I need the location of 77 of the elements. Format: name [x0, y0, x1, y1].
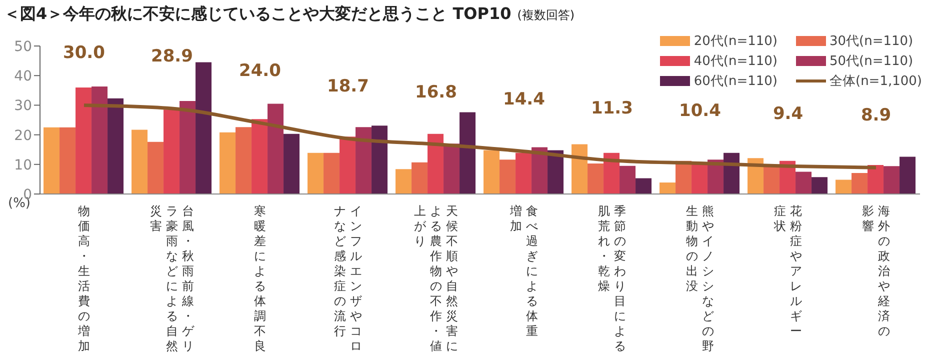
legend-label: 50代(n=110) — [830, 53, 914, 70]
category-label: 天候不順や自然災害による農作物の不作・値上がり — [414, 204, 458, 353]
legend-label: 全体(n=1,100) — [830, 73, 922, 90]
bar — [900, 156, 916, 194]
bar — [268, 104, 284, 194]
data-label: 8.9 — [860, 106, 892, 126]
bar — [44, 127, 60, 194]
bar — [500, 160, 516, 194]
legend-label: 60代(n=110) — [694, 73, 778, 90]
data-label: 9.4 — [772, 104, 804, 124]
data-label: 14.4 — [503, 89, 546, 110]
data-label: 30.0 — [63, 43, 106, 64]
bar — [356, 127, 372, 194]
chart-subtitle: (複数回答) — [517, 8, 575, 22]
bar — [636, 178, 652, 194]
legend-label: 40代(n=110) — [694, 53, 778, 70]
data-label: 10.4 — [679, 101, 722, 122]
bar — [236, 127, 252, 194]
bar — [180, 101, 196, 194]
legend-label: 30代(n=110) — [830, 33, 914, 50]
bar — [836, 180, 852, 194]
category-label: 食べ過ぎによる体重増加 — [510, 204, 538, 338]
y-tick-label: 10 — [14, 157, 32, 174]
bar — [92, 86, 108, 194]
bar — [548, 150, 564, 194]
bar — [884, 166, 900, 194]
category-label: 海外の政治や経済の影響 — [862, 204, 890, 338]
bar — [516, 152, 532, 194]
bar — [252, 119, 268, 194]
bar — [324, 152, 340, 194]
bar — [620, 166, 636, 194]
data-label: 16.8 — [415, 82, 457, 102]
bar — [108, 98, 124, 194]
bar — [340, 136, 356, 194]
category-label: 台風・秋雨前線・ゲリラ豪雨などによる自然災害 — [150, 204, 194, 353]
bar — [396, 169, 412, 194]
bar — [412, 162, 428, 194]
bar — [588, 164, 604, 194]
data-label: 11.3 — [591, 98, 633, 119]
bar — [724, 152, 740, 194]
bar — [852, 172, 868, 194]
data-label: 18.7 — [327, 76, 369, 97]
bar — [604, 152, 620, 194]
bar — [428, 134, 444, 194]
bar — [60, 127, 76, 194]
bar — [76, 87, 92, 194]
category-label: 物価高・生活費の増加 — [78, 204, 90, 353]
bar — [148, 142, 164, 194]
category-label: 寒暖差による体調不良 — [254, 204, 266, 353]
chart-title: ＜図4＞今年の秋に不安に感じていることや大変だと思うこと TOP10 — [4, 4, 512, 23]
bar — [132, 130, 148, 194]
data-label: 24.0 — [239, 60, 282, 81]
bar — [164, 110, 180, 194]
bar — [220, 132, 236, 194]
bar — [308, 152, 324, 194]
bar — [372, 126, 388, 194]
category-label: インフルエンザやコロナなど感染症の流行 — [334, 204, 362, 353]
bar — [484, 150, 500, 194]
bar — [572, 144, 588, 194]
bar — [868, 164, 884, 194]
bar — [460, 112, 476, 194]
y-tick-label: 50 — [14, 38, 32, 55]
bar — [196, 62, 212, 194]
bar — [284, 134, 300, 194]
bar — [444, 144, 460, 194]
category-label: 熊やイノシシなどの野生動物の出没 — [686, 204, 714, 353]
y-tick-label: 20 — [14, 128, 32, 144]
bar — [532, 147, 548, 194]
legend-label: 20代(n=110) — [694, 33, 778, 50]
bar — [660, 182, 676, 194]
category-label: 花粉症やアレルギー症状 — [774, 204, 802, 338]
bar — [812, 177, 828, 194]
y-tick-label: 30 — [14, 98, 32, 114]
category-label: 季節の変わり目による肌荒れ・乾燥 — [598, 204, 626, 353]
bar — [796, 172, 812, 194]
y-tick-label: 40 — [14, 68, 32, 85]
data-label: 28.9 — [151, 46, 193, 66]
